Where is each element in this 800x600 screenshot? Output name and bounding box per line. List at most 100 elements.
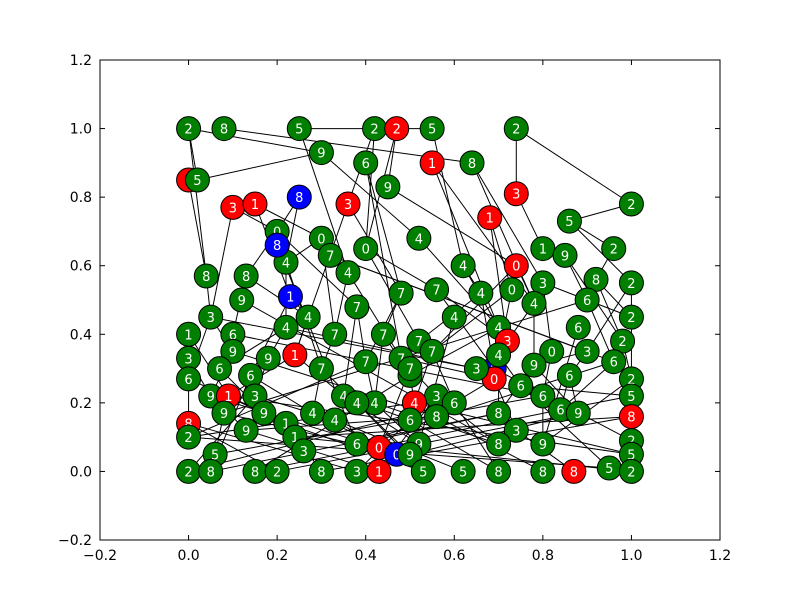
graph-edge — [343, 306, 358, 397]
graph-node-label: 0 — [362, 243, 370, 258]
graph-node-label: 4 — [339, 390, 347, 405]
x-tick-label: 0.4 — [355, 548, 377, 564]
graph-node-label: 8 — [494, 407, 502, 422]
graph-node-label: 6 — [353, 438, 361, 453]
graph-node-marker — [419, 338, 445, 364]
graph-edge — [347, 272, 402, 359]
graph-node-marker — [503, 253, 529, 279]
graph-node-label: 1 — [291, 431, 299, 446]
graph-node-label: 5 — [428, 123, 436, 138]
y-tick-label: −0.2 — [58, 533, 92, 549]
graph-node-label: 2 — [627, 277, 635, 292]
graph-node-marker — [233, 263, 259, 289]
graph-node-label: 2 — [627, 465, 635, 480]
graph-node-label: 3 — [229, 201, 237, 216]
graph-node-label: 4 — [331, 414, 339, 429]
graph-node-marker — [397, 441, 423, 467]
graph-node-marker — [286, 116, 312, 142]
x-tick-label: 0.2 — [266, 548, 288, 564]
graph-node-label: 8 — [468, 157, 476, 172]
graph-node-label: 6 — [565, 369, 573, 384]
graph-node-label: 8 — [317, 465, 325, 480]
x-tick-label: −0.2 — [83, 548, 117, 564]
graph-node-label: 8 — [242, 270, 250, 285]
graph-node-label: 6 — [406, 414, 414, 429]
graph-node-label: 1 — [286, 291, 294, 306]
graph-node-label: 1 — [251, 198, 259, 213]
graph-node-label: 3 — [583, 345, 591, 360]
graph-node-marker — [335, 260, 361, 286]
y-tick-label: 0.0 — [70, 464, 92, 480]
graph-node-label: 5 — [419, 465, 427, 480]
graph-node-marker — [618, 191, 644, 217]
graph-node-marker — [286, 184, 312, 210]
graph-node-marker — [251, 400, 277, 426]
graph-node-label: 1 — [224, 390, 232, 405]
y-tick-label: 1.0 — [70, 122, 92, 138]
graph-node-label: 6 — [610, 356, 618, 371]
graph-node-label: 9 — [264, 352, 272, 367]
graph-node-marker — [176, 116, 202, 142]
graph-node-label: 8 — [592, 273, 600, 288]
graph-edge — [436, 289, 495, 369]
graph-node-marker — [397, 356, 423, 382]
graph-node-marker — [198, 304, 224, 330]
graph-node-label: 4 — [308, 407, 316, 422]
graph-node-marker — [503, 417, 529, 443]
graph-node-marker — [308, 356, 334, 382]
graph-node-label: 4 — [344, 267, 352, 282]
graph-node-marker — [317, 242, 343, 268]
graph-node-marker — [441, 304, 467, 330]
graph-node-marker — [565, 314, 591, 340]
graph-node-label: 3 — [503, 335, 511, 350]
graph-node-label: 2 — [627, 311, 635, 326]
graph-node-label: 8 — [295, 191, 303, 206]
graph-node-label: 1 — [184, 328, 192, 343]
graph-node-label: 5 — [627, 390, 635, 405]
graph-node-label: 6 — [246, 369, 254, 384]
graph-edge — [215, 395, 543, 455]
graph-node-label: 4 — [370, 397, 378, 412]
graph-node-marker — [322, 407, 348, 433]
graph-node-marker — [211, 400, 237, 426]
graph-edge — [516, 128, 632, 205]
graph-node-marker — [277, 284, 303, 310]
graph-node-marker — [220, 338, 246, 364]
y-axis: −0.2 0.0 0.2 0.4 0.6 0.8 1.0 1.2 — [58, 53, 720, 549]
graph-node-marker — [291, 438, 317, 464]
graph-node-marker — [388, 280, 414, 306]
graph-edge — [471, 162, 535, 304]
graph-node-marker — [574, 287, 600, 313]
y-tick-label: 0.8 — [70, 190, 92, 206]
graph-node-label: 8 — [627, 411, 635, 426]
graph-node-label: 0 — [490, 373, 498, 388]
graph-node-marker — [424, 404, 450, 430]
graph-node-marker — [229, 287, 255, 313]
graph-node-label: 9 — [530, 359, 538, 374]
graph-node-marker — [459, 150, 485, 176]
graph-node-label: 9 — [242, 424, 250, 439]
graph-node-label: 4 — [353, 397, 361, 412]
graph-node-marker — [618, 304, 644, 330]
graph-node-label: 9 — [260, 407, 268, 422]
graph-node-label: 3 — [353, 465, 361, 480]
graph-node-marker — [344, 390, 370, 416]
graph-edge — [471, 162, 544, 284]
graph-node-marker — [176, 366, 202, 392]
x-tick-label: 1.0 — [620, 548, 642, 564]
graph-node-marker — [282, 342, 308, 368]
graph-node-label: 7 — [326, 249, 334, 264]
graph-node-marker — [556, 362, 582, 388]
graph-node-label: 4 — [477, 287, 485, 302]
x-axis: −0.2 0.0 0.2 0.4 0.6 0.8 1.0 1.2 — [83, 60, 731, 564]
graph-edge — [409, 326, 499, 376]
nodes-layer: 2852252853193983125200040198844774382147… — [176, 116, 644, 484]
graph-node-marker — [561, 458, 587, 484]
graph-node-label: 8 — [273, 239, 281, 254]
graph-edge — [197, 152, 322, 181]
graph-node-label: 6 — [184, 373, 192, 388]
graph-node-label: 9 — [574, 407, 582, 422]
graph-node-label: 5 — [605, 462, 613, 477]
graph-node-label: 4 — [459, 260, 467, 275]
graph-node-label: 2 — [627, 198, 635, 213]
